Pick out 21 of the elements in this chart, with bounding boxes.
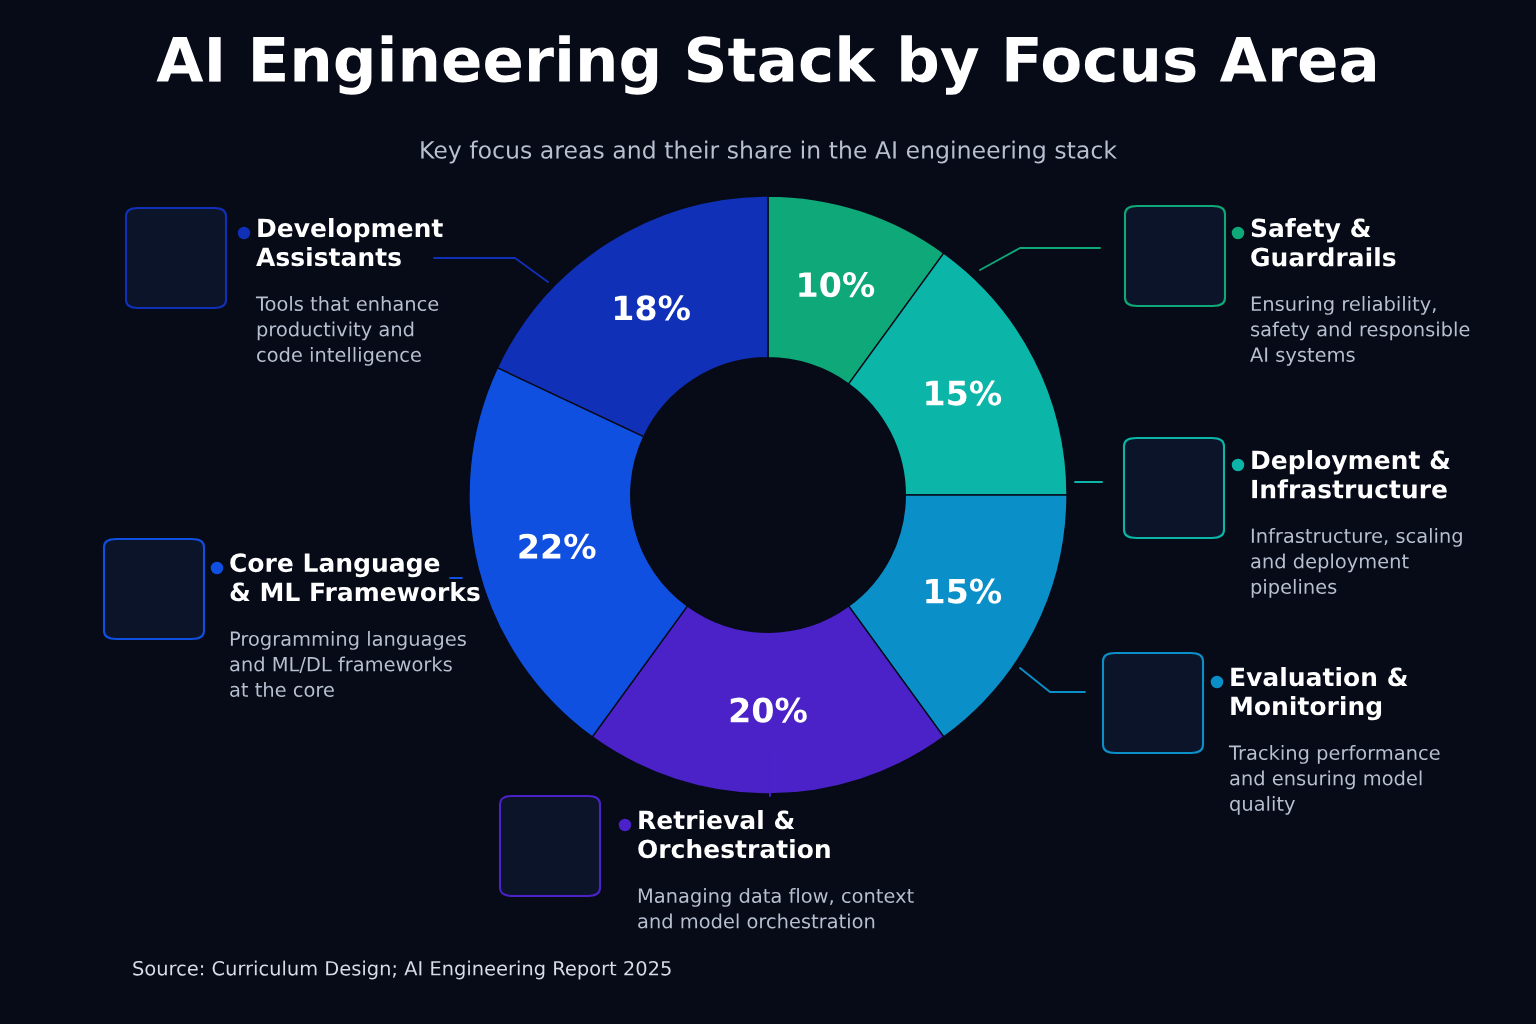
legend-label: Retrieval & Orchestration [638, 810, 830, 859]
legend-label: Safety & Guardrails [1251, 218, 1396, 267]
legend-label: Core Language & ML Frameworks [230, 553, 480, 602]
data-label: 20% [730, 697, 807, 723]
text: Programming languages and ML/DL frameworks at the core [230, 631, 466, 697]
chart-title: AI Engineering Stack by Focus Area [156, 35, 1375, 95]
source-note: Source: Curriculum Design; AI Engineering Report 2025 [133, 960, 671, 980]
legend-label: Development Assistants [256, 218, 443, 267]
data-label: 18% [614, 295, 690, 321]
chart-subtitle: Key focus areas and their share in the AI engineering stack [421, 140, 1117, 164]
text: Tracking performance and ensuring model quality [1228, 745, 1440, 815]
text: Ensuring reliability, safety and responsible AI systems [1250, 296, 1470, 366]
data-label: 15% [926, 380, 1002, 406]
data-label: 15% [926, 578, 1002, 604]
text: Infrastructure, scaling and deployment pipelines [1251, 528, 1462, 598]
data-label: 22% [519, 533, 596, 559]
legend-label: Evaluation & Monitoring [1231, 667, 1408, 721]
data-label: 10% [799, 272, 875, 298]
text: Managing data flow, context and model orchestration [638, 888, 914, 929]
legend-label: Deployment & Infrastructure [1252, 450, 1450, 499]
text: Tools that enhance productivity and code intelligence [255, 296, 439, 366]
